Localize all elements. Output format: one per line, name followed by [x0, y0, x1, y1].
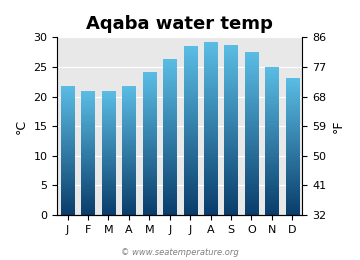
- Title: Aqaba water temp: Aqaba water temp: [86, 15, 273, 33]
- Y-axis label: °C: °C: [15, 119, 28, 134]
- Y-axis label: °F: °F: [332, 119, 345, 133]
- Text: © www.seatemperature.org: © www.seatemperature.org: [121, 248, 239, 257]
